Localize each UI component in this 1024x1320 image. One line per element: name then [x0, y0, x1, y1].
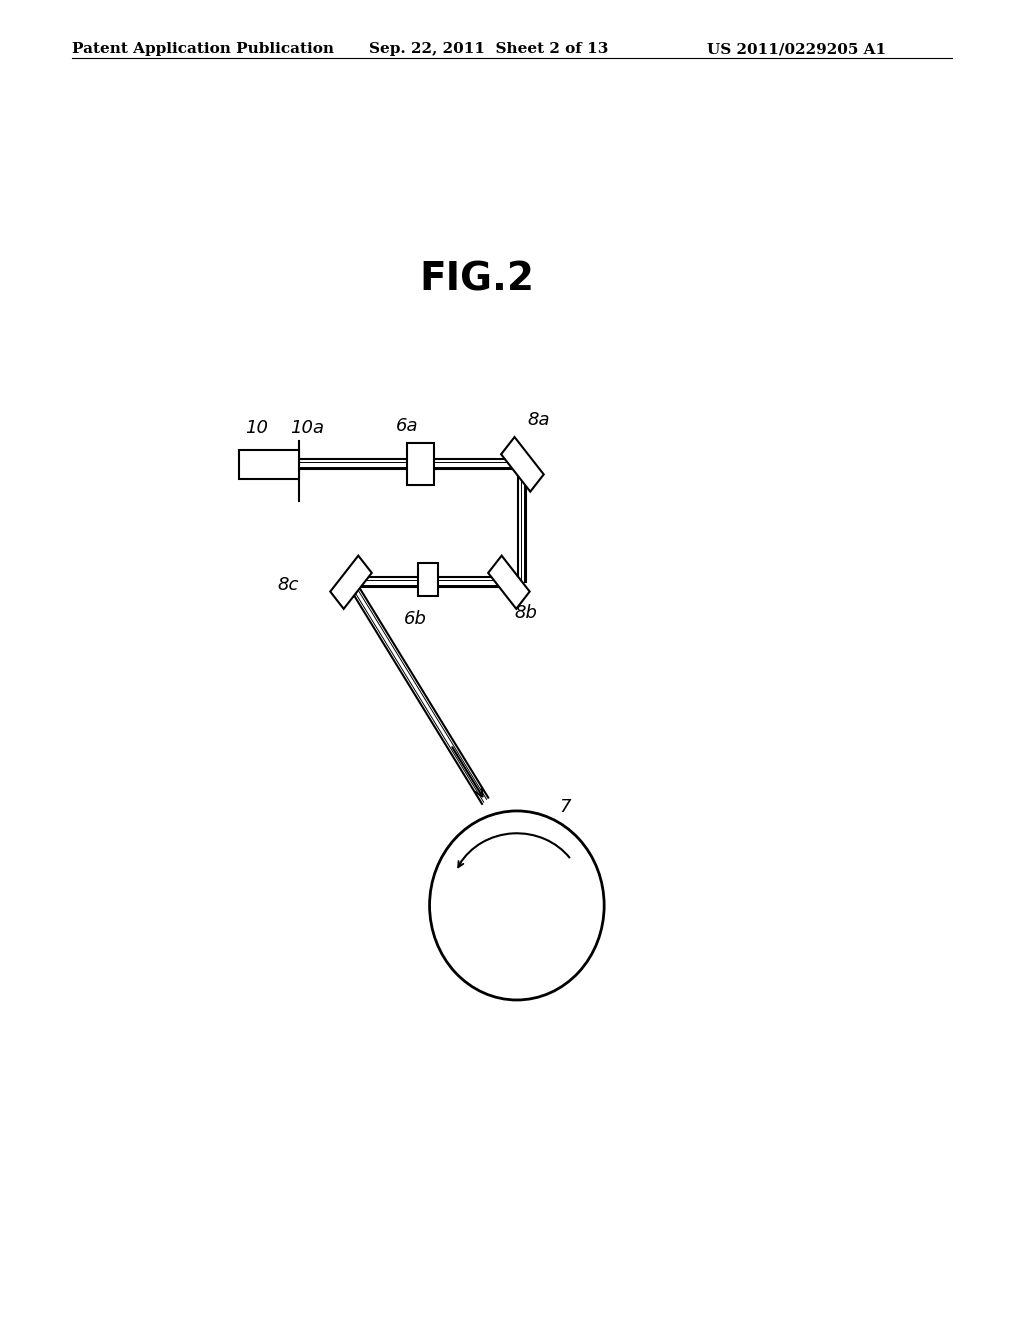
Text: 10: 10: [246, 418, 268, 437]
Bar: [418, 562, 437, 597]
Bar: [240, 450, 299, 479]
Ellipse shape: [430, 810, 604, 1001]
Text: 6a: 6a: [396, 417, 419, 434]
Text: 6b: 6b: [403, 610, 427, 628]
Text: 8a: 8a: [527, 411, 550, 429]
Polygon shape: [501, 437, 544, 491]
Text: US 2011/0229205 A1: US 2011/0229205 A1: [707, 42, 886, 57]
Text: 7: 7: [559, 797, 570, 816]
Text: 8b: 8b: [514, 603, 538, 622]
Bar: [408, 444, 433, 484]
Text: 10a: 10a: [290, 418, 324, 437]
Text: FIG.2: FIG.2: [420, 260, 535, 298]
Text: 8c: 8c: [278, 577, 299, 594]
Polygon shape: [488, 556, 529, 609]
Polygon shape: [330, 556, 372, 609]
Text: Patent Application Publication: Patent Application Publication: [72, 42, 334, 57]
Text: Sep. 22, 2011  Sheet 2 of 13: Sep. 22, 2011 Sheet 2 of 13: [369, 42, 608, 57]
